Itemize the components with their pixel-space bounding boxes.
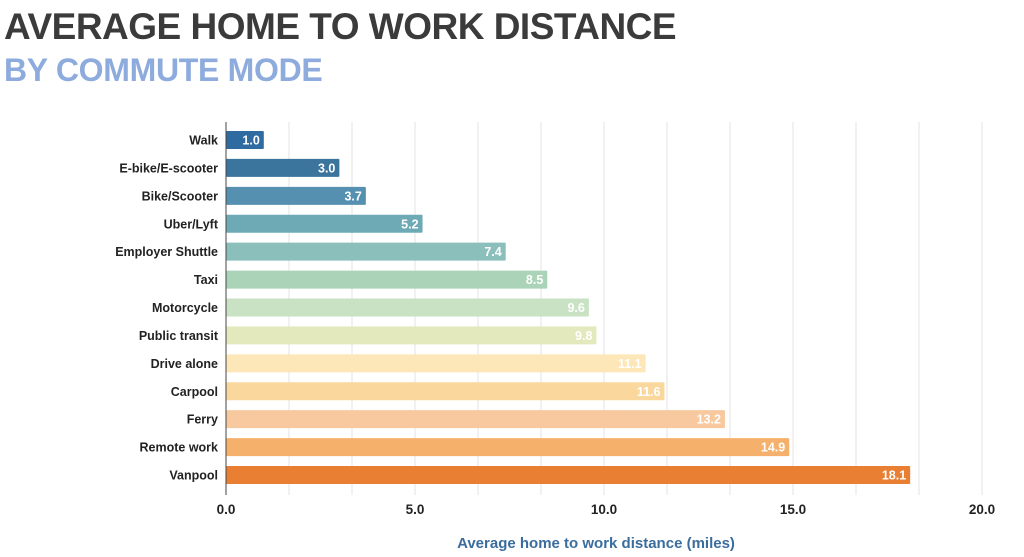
data-label: 3.0 [318,161,335,175]
data-label: 5.2 [401,217,418,231]
bar [226,186,366,205]
data-label: 9.8 [575,329,592,343]
data-label: 18.1 [882,469,906,483]
data-label: 9.6 [567,301,584,315]
bar [226,354,646,373]
bar [226,270,548,289]
category-label: Vanpool [169,469,218,483]
x-tick-label: 5.0 [406,502,425,517]
category-label: Employer Shuttle [115,245,218,259]
x-tick-label: 15.0 [780,502,806,517]
bar [226,298,589,317]
data-label: 11.1 [618,357,642,371]
category-label: Public transit [139,329,219,343]
category-label: Ferry [187,413,218,427]
data-label: 13.2 [697,413,721,427]
data-label: 11.6 [637,385,661,399]
category-label: Carpool [171,385,218,399]
bar [226,214,423,233]
data-label: 3.7 [344,189,361,203]
bar [226,131,264,149]
category-label: E-bike/E-scooter [119,161,218,175]
chart-title: AVERAGE HOME TO WORK DISTANCE [4,6,677,47]
x-tick-label: 0.0 [217,502,236,517]
x-tick-label: 10.0 [591,502,617,517]
bar [226,466,911,484]
category-label: Motorcycle [152,301,218,315]
bar [226,382,665,401]
data-label: 7.4 [484,245,501,259]
data-label: 8.5 [526,273,543,287]
data-label: 1.0 [242,134,259,148]
bar [226,158,340,177]
bar [226,438,790,457]
x-tick-label: 20.0 [969,502,995,517]
bar [226,326,597,345]
x-axis-label: Average home to work distance (miles) [457,535,735,552]
category-label: Drive alone [151,357,218,371]
category-label: Bike/Scooter [142,189,219,203]
bar [226,410,725,429]
category-label: Walk [189,134,218,148]
category-label: Remote work [140,441,219,455]
category-label: Uber/Lyft [164,217,219,231]
data-label: 14.9 [761,441,785,455]
chart-subtitle: BY COMMUTE MODE [4,52,323,88]
category-label: Taxi [194,273,218,287]
bar [226,242,506,261]
